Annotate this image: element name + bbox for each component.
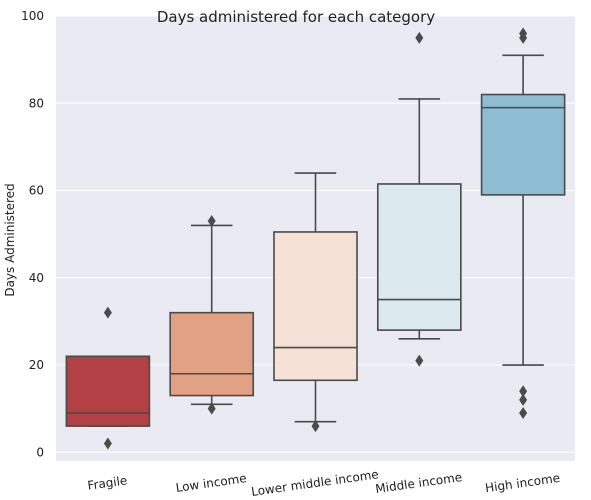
outlier-point: [415, 31, 424, 44]
box-group: [65, 306, 151, 450]
box: [480, 93, 566, 196]
box: [376, 183, 462, 331]
outlier-point: [519, 393, 528, 406]
box-group: [273, 172, 358, 433]
box: [169, 311, 255, 397]
y-tick-label: 60: [29, 184, 44, 198]
box: [65, 355, 151, 427]
y-axis-label: Days Administered: [3, 183, 17, 296]
chart-title: Days administered for each category: [157, 8, 435, 26]
x-tick-label: High income: [484, 471, 561, 495]
x-tick-label: Middle income: [374, 470, 463, 496]
outlier-point: [519, 407, 528, 420]
outlier-point: [519, 31, 528, 44]
outlier-point: [103, 306, 112, 319]
outlier-point: [103, 437, 112, 450]
box-group: [169, 215, 255, 415]
box-group: [376, 31, 462, 367]
outlier-point: [207, 215, 216, 228]
box: [273, 231, 358, 382]
x-tick-label: Fragile: [87, 473, 129, 492]
outlier-point: [415, 354, 424, 367]
y-tick-label: 0: [36, 445, 44, 459]
y-tick-label: 100: [21, 9, 44, 23]
outlier-point: [519, 385, 528, 398]
y-tick-label: 20: [29, 358, 44, 372]
outlier-point: [207, 402, 216, 415]
box-group: [480, 27, 566, 420]
x-tick-label: Lower middle income: [250, 467, 379, 499]
x-tick-label: Low income: [175, 471, 248, 495]
y-tick-label: 40: [29, 271, 44, 285]
y-tick-label: 80: [29, 96, 44, 110]
outlier-point: [311, 420, 320, 433]
